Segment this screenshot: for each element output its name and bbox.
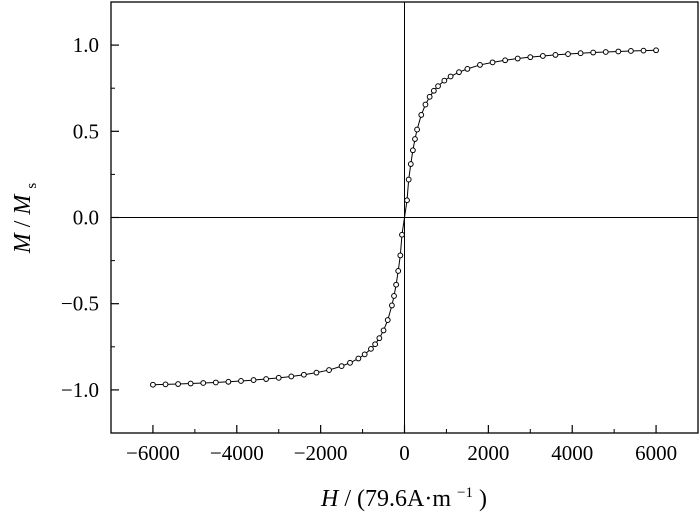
- y-tick-label: −0.5: [61, 292, 99, 316]
- data-point: [175, 381, 181, 387]
- y-axis-denominator: M: [10, 193, 36, 216]
- data-point: [615, 48, 622, 55]
- data-point: [389, 302, 395, 309]
- data-point: [418, 112, 425, 118]
- data-point: [447, 73, 454, 80]
- y-tick-label: 0.5: [73, 119, 99, 143]
- data-point: [414, 126, 420, 133]
- y-tick-label: 0.0: [73, 206, 99, 230]
- x-tick-label: 0: [399, 441, 410, 465]
- y-axis-title: M / M s: [10, 183, 40, 255]
- data-point: [640, 47, 647, 54]
- x-axis-close-paren: ): [479, 486, 487, 512]
- y-axis-numerator: M: [10, 231, 36, 254]
- x-tick-label: −6000: [126, 441, 180, 465]
- data-point: [368, 345, 374, 352]
- data-point: [552, 52, 559, 58]
- data-point: [407, 161, 414, 167]
- data-point: [435, 83, 441, 90]
- data-point: [565, 51, 571, 57]
- data-point: [395, 268, 402, 274]
- data-point: [422, 101, 429, 108]
- data-point: [464, 65, 471, 72]
- data-point: [250, 377, 257, 383]
- data-point: [225, 378, 232, 385]
- y-tick-label: 1.0: [73, 33, 99, 57]
- data-point: [430, 87, 437, 94]
- data-point: [347, 359, 353, 366]
- data-point: [238, 378, 244, 384]
- data-point: [393, 281, 400, 288]
- data-point: [391, 293, 397, 299]
- data-point: [263, 376, 270, 382]
- x-tick-label: 2000: [467, 441, 509, 465]
- x-tick-label: 4000: [551, 441, 593, 465]
- data-point: [355, 355, 362, 362]
- data-point: [441, 77, 448, 84]
- data-point: [477, 62, 483, 68]
- data-point: [338, 363, 345, 370]
- x-tick-label: 6000: [635, 441, 677, 465]
- data-point: [412, 136, 418, 142]
- data-point: [489, 59, 496, 66]
- data-point: [456, 69, 462, 76]
- data-point: [361, 351, 368, 358]
- data-point: [200, 380, 207, 386]
- x-axis-title: H / (79.6A·m −1 ): [320, 477, 487, 512]
- x-tick-label: −2000: [294, 441, 348, 465]
- data-point: [628, 48, 634, 54]
- x-axis-unit: (79.6A·m: [357, 486, 451, 512]
- data-point: [372, 341, 379, 348]
- data-point: [376, 335, 383, 342]
- data-point: [162, 381, 169, 388]
- x-axis-symbol: H: [320, 486, 340, 512]
- data-point: [150, 381, 156, 388]
- y-axis-ticks: −1.0 −0.5 0.0 0.5 1.0: [61, 33, 119, 402]
- data-point: [502, 57, 509, 64]
- data-point: [590, 49, 597, 56]
- data-point: [212, 379, 219, 386]
- data-point: [409, 147, 416, 154]
- data-point: [399, 231, 405, 238]
- data-point: [288, 373, 295, 380]
- data-point: [405, 176, 412, 183]
- data-point: [602, 49, 609, 55]
- data-point: [539, 53, 546, 59]
- series-points: [150, 47, 659, 388]
- x-axis-ticks: −6000 −4000 −2000 0 2000 4000 6000: [126, 425, 677, 465]
- data-point: [397, 252, 404, 259]
- data-point: [404, 197, 410, 204]
- data-point: [275, 374, 282, 381]
- x-axis-unit-exponent: −1: [457, 485, 473, 501]
- y-axis-denominator-subscript: s: [24, 183, 40, 189]
- data-point: [187, 380, 194, 387]
- data-point: [326, 367, 332, 373]
- data-point: [313, 369, 320, 376]
- data-point: [514, 55, 521, 62]
- y-tick-label: −1.0: [61, 378, 99, 402]
- data-point: [426, 93, 433, 100]
- x-tick-label: −4000: [210, 441, 264, 465]
- data-point: [384, 317, 391, 323]
- data-point: [577, 50, 584, 57]
- data-point: [653, 47, 659, 54]
- data-point: [527, 54, 534, 61]
- data-point: [380, 327, 387, 334]
- data-point: [300, 371, 307, 378]
